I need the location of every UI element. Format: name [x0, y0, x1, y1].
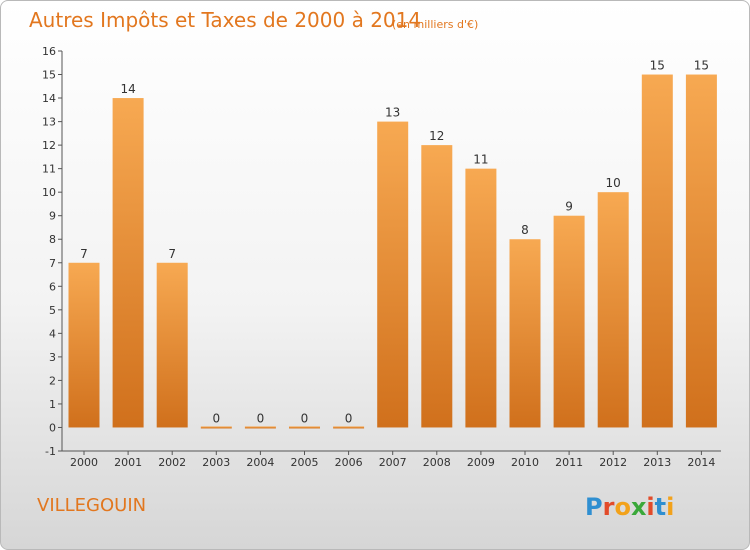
- bar: [156, 262, 188, 428]
- y-tick-label: 5: [49, 304, 56, 317]
- x-tick-label: 2008: [423, 456, 451, 469]
- data-label: 0: [257, 411, 265, 425]
- data-label: 7: [80, 247, 88, 261]
- data-label: 10: [606, 176, 621, 190]
- bar: [597, 192, 629, 428]
- data-label: 0: [212, 411, 220, 425]
- bar: [377, 121, 409, 428]
- x-tick-label: 2002: [158, 456, 186, 469]
- data-label: 11: [473, 153, 488, 167]
- x-tick-label: 2011: [555, 456, 583, 469]
- bar: [200, 426, 232, 429]
- y-tick-label: 2: [49, 374, 56, 387]
- logo-letter: o: [614, 493, 631, 521]
- commune-name: VILLEGOUIN: [37, 495, 147, 516]
- bar: [641, 74, 673, 428]
- bar: [509, 239, 541, 428]
- data-label: 0: [345, 411, 353, 425]
- x-tick-label: 2007: [379, 456, 407, 469]
- y-tick-label: 13: [42, 116, 56, 129]
- proxiti-logo: Proxiti: [585, 493, 674, 521]
- y-tick-label: 10: [42, 186, 56, 199]
- y-tick-label: 1: [49, 398, 56, 411]
- logo-letter: r: [602, 493, 615, 521]
- bar: [112, 98, 144, 428]
- bar: [465, 168, 497, 428]
- x-tick-label: 2004: [246, 456, 274, 469]
- bar: [68, 262, 100, 428]
- x-tick-label: 2014: [687, 456, 715, 469]
- y-tick-label: 6: [49, 280, 56, 293]
- data-label: 0: [301, 411, 309, 425]
- x-tick-label: 2006: [335, 456, 363, 469]
- y-tick-label: 12: [42, 139, 56, 152]
- logo-letter: t: [654, 493, 667, 521]
- data-label: 15: [650, 59, 665, 73]
- y-tick-label: 8: [49, 233, 56, 246]
- x-tick-label: 2001: [114, 456, 142, 469]
- x-tick-label: 2012: [599, 456, 627, 469]
- y-tick-label: 4: [49, 327, 56, 340]
- y-tick-label: 0: [49, 421, 56, 434]
- data-label: 7: [168, 247, 176, 261]
- chart-title: Autres Impôts et Taxes de 2000 à 2014: [29, 8, 422, 32]
- y-tick-label: 3: [49, 351, 56, 364]
- y-tick-label: 15: [42, 69, 56, 82]
- y-tick-label: 11: [42, 163, 56, 176]
- bar: [289, 426, 320, 429]
- bar: [333, 426, 365, 429]
- x-tick-label: 2003: [202, 456, 230, 469]
- chart-subtitle: (en milliers d'€): [392, 18, 479, 31]
- y-tick-label: 9: [49, 210, 56, 223]
- x-tick-label: 2013: [643, 456, 671, 469]
- bar: [244, 426, 276, 429]
- logo-letter: x: [630, 493, 647, 521]
- y-tick-label: 7: [49, 257, 56, 270]
- logo-letter: i: [646, 493, 655, 521]
- y-tick-label: 16: [42, 45, 56, 58]
- data-label: 12: [429, 129, 444, 143]
- y-tick-label: 14: [42, 92, 56, 105]
- bar: [553, 215, 585, 428]
- x-tick-label: 2005: [291, 456, 319, 469]
- logo-letter: P: [585, 493, 603, 521]
- data-label: 14: [120, 82, 135, 96]
- x-tick-label: 2009: [467, 456, 495, 469]
- x-tick-label: 2000: [70, 456, 98, 469]
- data-label: 8: [521, 223, 529, 237]
- bar: [421, 145, 453, 428]
- y-tick-label: -1: [45, 445, 56, 458]
- x-tick-label: 2010: [511, 456, 539, 469]
- bar: [685, 74, 717, 428]
- data-label: 9: [565, 200, 573, 214]
- data-label: 15: [694, 59, 709, 73]
- logo-letter: i: [666, 493, 675, 521]
- data-label: 13: [385, 106, 400, 120]
